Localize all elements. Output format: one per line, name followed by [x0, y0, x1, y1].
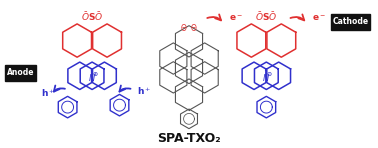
Text: $\overset{•}{N}$: $\overset{•}{N}$ — [262, 68, 270, 84]
Text: h$^+$: h$^+$ — [137, 86, 152, 97]
Text: SPA-TXO₂: SPA-TXO₂ — [157, 132, 221, 145]
Text: $\bar{O}$S$\bar{O}$: $\bar{O}$S$\bar{O}$ — [255, 10, 277, 22]
Text: $\Theta$: $\Theta$ — [190, 22, 198, 33]
Text: $\bar{O}$S$\bar{O}$: $\bar{O}$S$\bar{O}$ — [81, 10, 103, 22]
FancyBboxPatch shape — [331, 14, 370, 30]
FancyBboxPatch shape — [5, 65, 36, 81]
Text: e$^-$: e$^-$ — [229, 13, 243, 23]
Text: Cathode: Cathode — [333, 17, 369, 26]
Text: h$^+$: h$^+$ — [41, 88, 56, 99]
Text: Anode: Anode — [7, 68, 34, 77]
Text: e$^-$: e$^-$ — [312, 13, 326, 23]
Text: $\Theta$: $\Theta$ — [180, 22, 188, 33]
Text: $\overset{•}{N}$: $\overset{•}{N}$ — [88, 68, 96, 84]
Text: $\oplus$: $\oplus$ — [92, 70, 98, 78]
Text: $\ominus$: $\ominus$ — [266, 70, 273, 78]
